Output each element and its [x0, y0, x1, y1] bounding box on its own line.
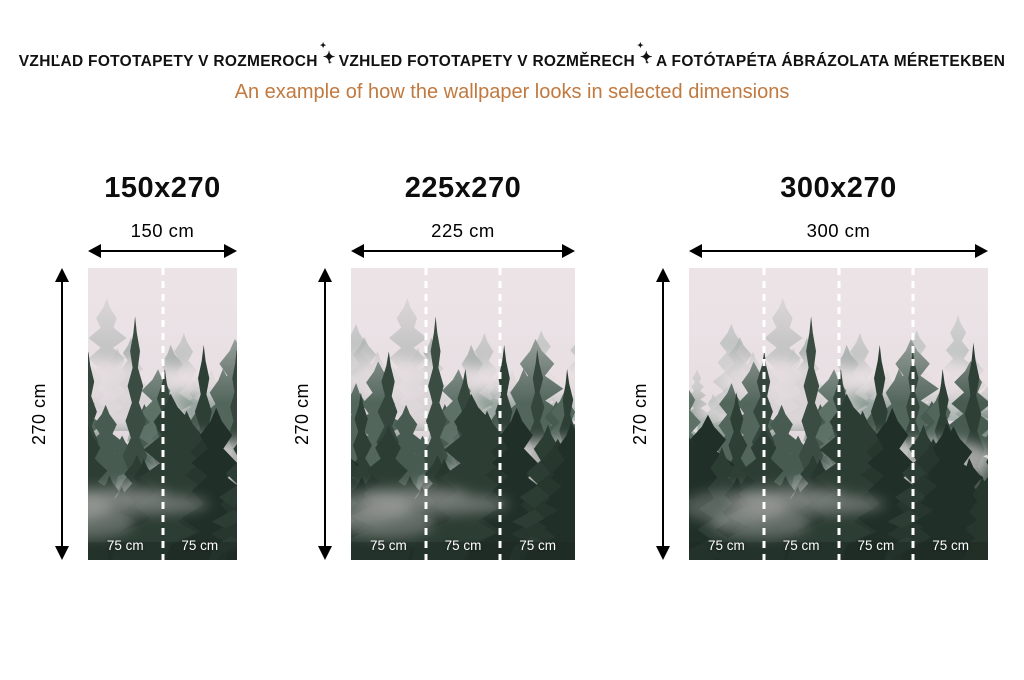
- sparkle-star-glyph: ✦: [640, 49, 653, 66]
- arrowhead-right-icon: [562, 243, 575, 258]
- segment-width-label: 75 cm: [519, 537, 557, 553]
- wallpaper-preview: 75 cm 75 cm 75 cm: [351, 267, 575, 560]
- width-arrow-line: [702, 249, 975, 252]
- arrowhead-down-icon: [318, 545, 332, 560]
- size-panel: 270 cm 150x270 150 cm 75 cm 75 cm: [29, 172, 237, 560]
- arrowhead-up-icon: [318, 267, 332, 282]
- width-arrow: [689, 243, 988, 258]
- panel-size-title: 225x270: [404, 171, 522, 204]
- foggy-forest-image: [351, 267, 575, 560]
- panel-size-title: 300x270: [780, 171, 897, 204]
- segment-width-label: 75 cm: [444, 537, 482, 553]
- sparkle-star-glyph: ✦: [637, 41, 645, 50]
- width-arrow-line: [101, 249, 224, 252]
- height-dimension: 270 cm: [292, 267, 351, 560]
- segment-width-label: 75 cm: [782, 537, 820, 553]
- sparkle-star-glyph: ✦: [327, 60, 333, 66]
- height-dimension: 270 cm: [630, 267, 689, 560]
- segment-width-label: 75 cm: [106, 537, 144, 553]
- panel-cut-divider: [424, 267, 428, 560]
- width-label: 150 cm: [130, 219, 195, 241]
- arrowhead-right-icon: [224, 243, 237, 258]
- sparkle-star-glyph: ✦: [319, 41, 327, 50]
- wallpaper-preview: 75 cm 75 cm 75 cm 75 cm: [689, 267, 988, 560]
- width-label: 225 cm: [431, 219, 495, 241]
- panel-image-column: 300x270 300 cm 75 cm 75 cm 75 cm 75 cm: [689, 172, 988, 560]
- height-arrow: [55, 267, 69, 560]
- sparkle-star-glyph: ✦: [645, 60, 650, 66]
- height-label: 270 cm: [292, 382, 312, 445]
- panel-cut-divider: [498, 267, 502, 560]
- arrowhead-right-icon: [975, 243, 988, 258]
- arrowhead-down-icon: [55, 545, 69, 560]
- panel-cut-divider: [837, 267, 840, 560]
- panel-image-column: 225x270 225 cm 75 cm 75 cm 75 cm: [351, 172, 575, 560]
- height-label: 270 cm: [29, 382, 49, 445]
- width-arrow: [351, 243, 575, 258]
- height-arrow-line: [662, 281, 664, 546]
- height-dimension: 270 cm: [29, 267, 88, 560]
- wallpaper-preview: 75 cm 75 cm: [88, 267, 237, 560]
- panel-cut-divider: [762, 267, 766, 560]
- segment-width-label: 75 cm: [932, 537, 970, 553]
- arrowhead-left-icon: [689, 243, 702, 258]
- header-subtitle: An example of how the wallpaper looks in…: [234, 80, 790, 103]
- width-arrow: [88, 243, 237, 258]
- size-panels-row: 270 cm 150x270 150 cm 75 cm 75 cm 270 cm: [0, 172, 1024, 560]
- sparkle-separator-icon: ✦ ✦ ✦: [636, 42, 655, 68]
- size-panel: 270 cm 300x270 300 cm 75 cm 75 cm 75 cm 75 …: [630, 172, 988, 560]
- sparkle-star-glyph: ✦: [322, 49, 336, 66]
- segment-width-label: 75 cm: [181, 537, 219, 553]
- header-title-part: VZHĽAD FOTOTAPETY V ROZMEROCH: [18, 53, 318, 70]
- segment-width-label: 75 cm: [857, 537, 895, 553]
- panel-cut-divider: [911, 267, 915, 560]
- width-label: 300 cm: [806, 219, 871, 241]
- height-arrow: [318, 267, 332, 560]
- segment-width-label: 75 cm: [707, 537, 745, 553]
- header-title: VZHĽAD FOTOTAPETY V ROZMEROCH ✦ ✦ ✦ VZHLED F…: [0, 0, 1024, 71]
- panel-cut-divider: [161, 267, 164, 560]
- arrowhead-up-icon: [55, 267, 69, 282]
- panel-image-column: 150x270 150 cm 75 cm 75 cm: [88, 172, 237, 560]
- height-arrow-line: [61, 281, 63, 546]
- height-arrow: [656, 267, 670, 560]
- arrowhead-down-icon: [656, 545, 670, 560]
- arrowhead-up-icon: [656, 267, 670, 282]
- size-panel: 270 cm 225x270 225 cm 75 cm 75 cm 75 cm: [292, 172, 575, 560]
- height-arrow-line: [324, 281, 326, 546]
- header-title-part: VZHLED FOTOTAPETY V ROZMĚRECH: [338, 53, 636, 70]
- segment-width-label: 75 cm: [369, 537, 407, 553]
- header-title-part: A FOTÓTAPÉTA ÁBRÁZOLATA MÉRETEKBEN: [656, 53, 1006, 70]
- height-label: 270 cm: [630, 382, 650, 445]
- panel-size-title: 150x270: [104, 171, 221, 204]
- width-arrow-line: [364, 249, 562, 252]
- arrowhead-left-icon: [351, 243, 364, 258]
- arrowhead-left-icon: [88, 243, 101, 258]
- sparkle-separator-icon: ✦ ✦ ✦: [319, 42, 338, 68]
